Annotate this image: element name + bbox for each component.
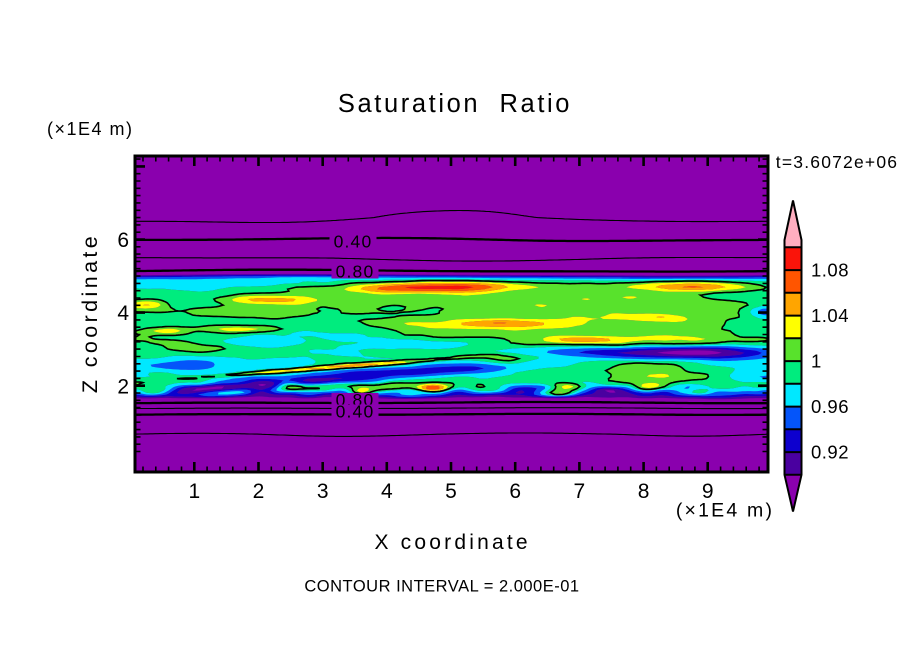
svg-text:5: 5 [445,480,457,503]
svg-text:6: 6 [509,480,521,503]
svg-text:1: 1 [188,480,200,503]
svg-text:Saturation Ratio: Saturation Ratio [338,90,572,118]
svg-text:0.96: 0.96 [811,396,849,417]
svg-text:0.40: 0.40 [336,402,375,422]
svg-text:0.80: 0.80 [336,262,375,282]
svg-text:0.40: 0.40 [334,231,373,251]
svg-text:3: 3 [317,480,329,503]
svg-text:6: 6 [117,229,129,252]
svg-text:4: 4 [117,302,129,325]
svg-text:0.92: 0.92 [811,442,849,463]
svg-text:t=3.6072e+06: t=3.6072e+06 [776,152,898,172]
svg-text:9: 9 [702,480,714,503]
svg-text:7: 7 [574,480,586,503]
svg-text:2: 2 [117,375,129,398]
svg-text:2: 2 [253,480,265,503]
svg-text:Z coordinate: Z coordinate [78,233,102,393]
svg-text:1.04: 1.04 [811,305,849,326]
svg-text:4: 4 [381,480,393,503]
svg-text:(×1E4 m): (×1E4 m) [47,119,134,139]
svg-text:CONTOUR INTERVAL = 2.000E-01: CONTOUR INTERVAL = 2.000E-01 [304,578,579,596]
svg-text:(×1E4 m): (×1E4 m) [676,500,774,522]
svg-text:X coordinate: X coordinate [374,531,530,554]
svg-text:1.08: 1.08 [811,260,849,281]
svg-text:8: 8 [638,480,650,503]
svg-text:1: 1 [811,351,822,372]
